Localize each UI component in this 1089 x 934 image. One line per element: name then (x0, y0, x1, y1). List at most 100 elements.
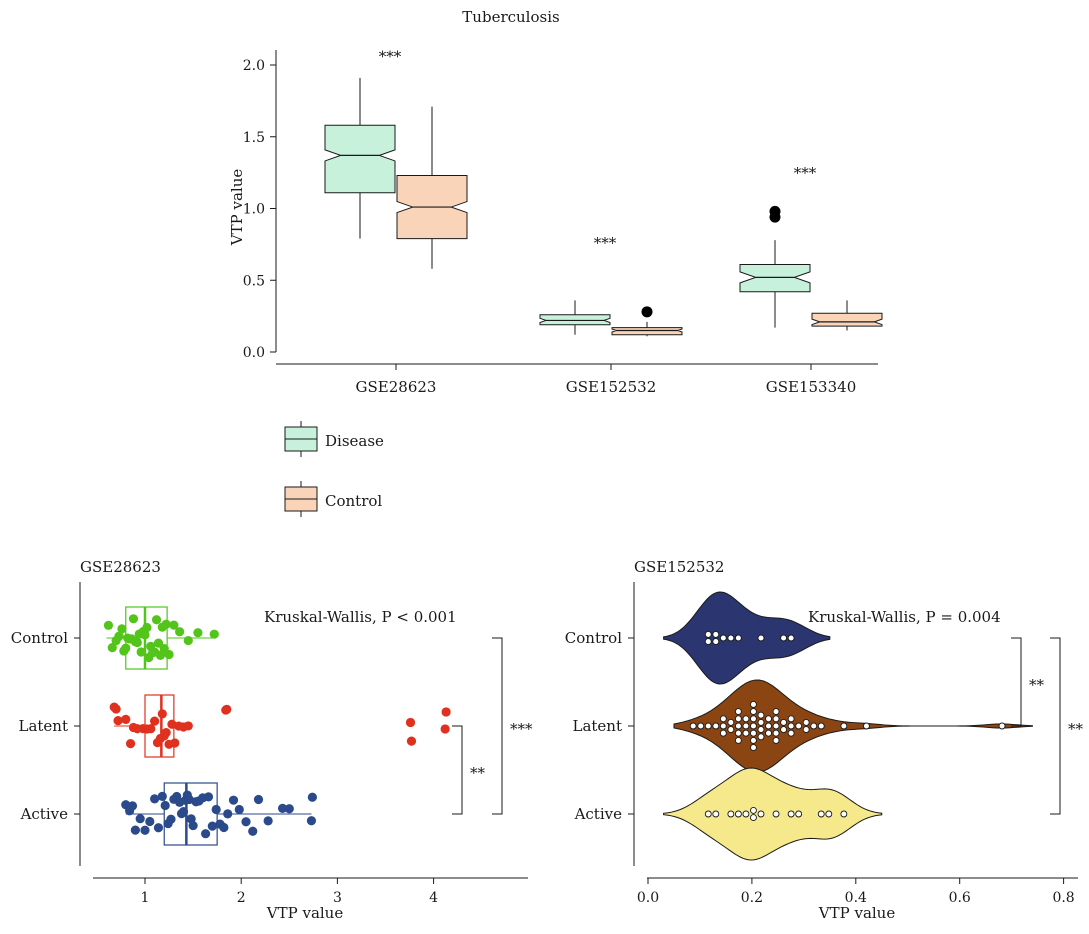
box-control-gse152532 (611, 306, 683, 337)
br-data-point (750, 736, 757, 744)
br-data-point (727, 810, 735, 818)
br-data-point (817, 810, 825, 818)
top-significance-label: *** (594, 234, 617, 252)
top-y-tick-label: 2.0 (243, 58, 265, 74)
bl-data-point (153, 638, 164, 648)
br-data-point (750, 708, 757, 716)
bl-data-point (183, 635, 193, 646)
box-control-gse28623 (396, 106, 468, 269)
br-data-point (750, 722, 757, 730)
br-data-point (780, 726, 788, 734)
br-data-point (750, 814, 757, 822)
bl-data-point (170, 738, 180, 748)
br-data-point (750, 715, 757, 723)
br-data-point (712, 722, 720, 730)
br-data-point (742, 729, 750, 737)
br-comparison-label: ** (1068, 720, 1084, 738)
bl-title: GSE28623 (80, 558, 161, 576)
bl-data-point (117, 624, 127, 634)
br-x-tick-label: 0.4 (845, 890, 867, 906)
br-data-point (765, 722, 772, 730)
top-panel: Tuberculosis VTP value 0.0 0.5 1.0 1.5 2.0 G… (228, 8, 883, 517)
bottom-right-panel: GSE152532 VTP value Kruskal-Wallis, P = … (565, 558, 1084, 922)
br-data-point (750, 729, 757, 737)
br-comparison-bracket (1011, 637, 1022, 727)
top-annotations: *** *** *** (379, 48, 817, 253)
bl-data-point (121, 643, 131, 653)
br-data-point (787, 634, 795, 642)
br-ticks: 0.0 0.2 0.4 0.6 0.8 Control Latent Active (565, 629, 1075, 906)
box-body (811, 312, 883, 327)
bl-data-point (146, 724, 156, 734)
outlier-point (769, 205, 781, 217)
bl-groups (103, 606, 451, 846)
bl-data-point (166, 814, 176, 824)
bl-data-point (145, 816, 155, 827)
bl-data-point (277, 803, 288, 814)
bl-comparisons: ***** (452, 637, 533, 815)
bl-data-point (203, 792, 214, 802)
legend-item-control: Control (284, 481, 382, 517)
top-title: Tuberculosis (462, 8, 559, 26)
bl-data-point (164, 649, 174, 660)
top-legend: Disease Control (284, 421, 384, 517)
br-data-point (795, 810, 803, 818)
box-body (539, 314, 611, 326)
top-y-tick-label: 1.0 (243, 202, 265, 218)
br-data-point (704, 630, 712, 638)
bl-data-point (125, 739, 136, 749)
bl-data-point (157, 791, 167, 801)
top-y-tick-label: 0.0 (243, 345, 265, 361)
bl-data-point (132, 637, 142, 648)
bl-data-point (222, 704, 232, 714)
br-data-point (712, 810, 720, 818)
bl-data-point (130, 825, 140, 835)
bl-data-point (441, 707, 451, 717)
br-data-point (765, 729, 772, 737)
bl-ticks: 1 2 3 4 Control Latent Active (11, 629, 438, 906)
legend-item-disease: Disease (284, 421, 384, 457)
br-data-point (802, 726, 810, 734)
bl-x-tick-label: 2 (237, 890, 246, 906)
br-data-point (757, 718, 765, 726)
bl-data-point (211, 804, 221, 815)
top-significance-label: *** (794, 164, 817, 182)
bl-annotation: Kruskal-Wallis, P < 0.001 (264, 608, 457, 626)
bl-data-point (121, 714, 131, 725)
bl-data-point (136, 647, 146, 657)
br-data-point (719, 729, 727, 737)
bl-comparison-bracket (492, 637, 503, 815)
bl-data-point (234, 804, 244, 815)
br-data-point (742, 715, 750, 723)
bl-box-body (163, 782, 218, 846)
bl-group-control (103, 606, 219, 670)
bl-data-point (207, 821, 217, 831)
br-data-point (689, 722, 697, 730)
br-data-point (780, 718, 788, 726)
bl-group-latent (109, 694, 451, 758)
bl-data-point (161, 619, 171, 629)
bl-data-point (127, 801, 138, 811)
bl-data-point (157, 709, 167, 719)
br-x-tick-label: 0.8 (1052, 890, 1074, 906)
bl-data-point (263, 816, 273, 826)
br-data-point (787, 715, 795, 723)
box-disease-gse153340 (739, 205, 811, 328)
br-data-point (772, 729, 780, 737)
br-data-point (772, 736, 780, 744)
bl-data-point (406, 736, 417, 746)
top-ylabel: VTP value (228, 169, 246, 247)
br-data-point (772, 722, 780, 730)
br-data-point (697, 722, 705, 730)
br-data-point (704, 722, 712, 730)
br-data-point (802, 718, 810, 726)
bl-data-point (150, 716, 160, 726)
bl-x-tick-label: 4 (429, 890, 438, 906)
br-y-tick-label-active: Active (574, 805, 623, 823)
br-data-point (998, 722, 1006, 730)
br-data-point (772, 708, 780, 716)
br-x-tick-label: 0.2 (741, 890, 763, 906)
br-data-point (734, 729, 742, 737)
br-data-point (742, 810, 750, 818)
